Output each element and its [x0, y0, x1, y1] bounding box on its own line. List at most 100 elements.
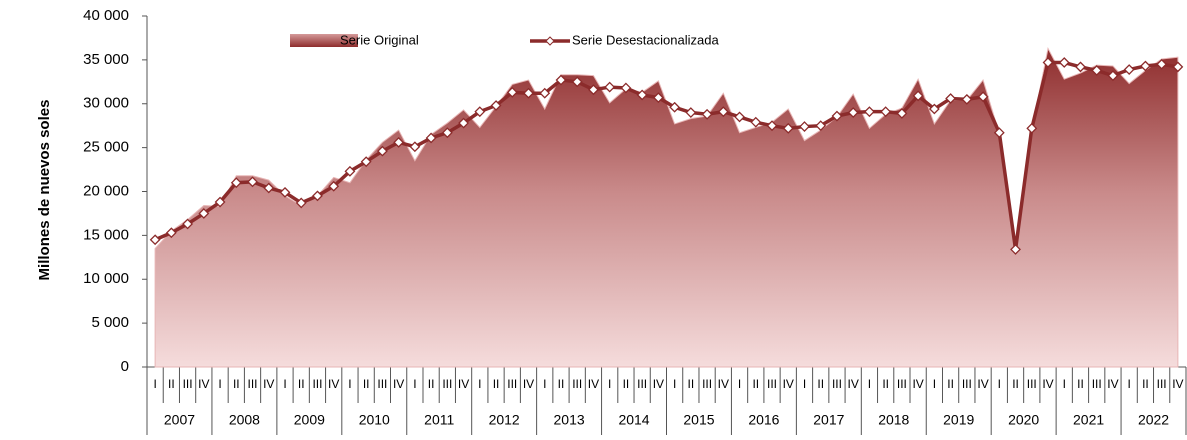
x-tick-label: IV — [328, 377, 339, 391]
marker — [247, 176, 258, 188]
x-tick-label: I — [348, 377, 351, 391]
x-tick-label: II — [1142, 377, 1149, 391]
x-tick-label: III — [1157, 377, 1167, 391]
x-tick-label: II — [688, 377, 695, 391]
marker — [912, 90, 924, 102]
marker — [263, 182, 275, 194]
marker — [1075, 61, 1086, 73]
marker — [701, 108, 713, 120]
x-tick-label: IV — [977, 377, 988, 391]
marker — [1058, 57, 1070, 68]
marker — [182, 218, 194, 230]
x-tick-label: III — [767, 377, 777, 391]
x-tick-label: III — [442, 377, 452, 391]
x-tick-label: I — [933, 377, 936, 391]
year-label: 2020 — [1008, 412, 1039, 428]
marker — [831, 110, 843, 122]
marker — [782, 122, 794, 134]
year-label: 2018 — [878, 412, 909, 428]
x-tick-label: I — [543, 377, 546, 391]
y-tick-label: 40 000 — [83, 7, 129, 24]
x-tick-label: II — [493, 377, 500, 391]
y-tick-label: 35 000 — [83, 51, 129, 68]
x-tick-label: III — [1027, 377, 1037, 391]
x-tick-label: II — [623, 377, 630, 391]
legend-label: Serie Desestacionalizada — [572, 32, 719, 47]
x-tick-label: I — [413, 377, 416, 391]
x-tick-label: III — [248, 377, 258, 391]
marker — [1010, 243, 1021, 255]
marker — [230, 177, 242, 189]
y-tick-label: 5 000 — [91, 314, 129, 331]
x-tick-label: IV — [458, 377, 469, 391]
marker — [1107, 70, 1119, 82]
x-tick-label: IV — [848, 377, 859, 391]
marker — [620, 82, 632, 94]
marker — [165, 227, 177, 239]
marker — [523, 87, 534, 99]
y-tick-label: 0 — [121, 358, 129, 375]
marker — [588, 84, 599, 96]
year-label: 2009 — [294, 412, 325, 428]
marker — [198, 208, 210, 219]
y-tick-label: 15 000 — [83, 226, 129, 243]
year-label: 2007 — [164, 412, 195, 428]
marker — [149, 234, 161, 246]
x-tick-label: III — [312, 377, 322, 391]
x-tick-label: I — [998, 377, 1001, 391]
year-label: 2010 — [359, 412, 390, 428]
marker — [409, 141, 421, 153]
x-tick-label: II — [817, 377, 824, 391]
marker — [864, 106, 875, 118]
marker — [847, 107, 859, 118]
x-tick-label: IV — [1107, 377, 1118, 391]
x-tick-label: IV — [263, 377, 274, 391]
marker — [1123, 64, 1135, 75]
marker — [766, 120, 778, 132]
x-tick-label: I — [673, 377, 676, 391]
marker — [490, 100, 502, 111]
marker — [896, 107, 908, 119]
x-tick-label: II — [1012, 377, 1019, 391]
marker — [1172, 61, 1184, 73]
marker — [376, 145, 388, 157]
x-tick-label: IV — [1172, 377, 1183, 391]
marker — [734, 111, 745, 123]
y-tick-label: 10 000 — [83, 270, 129, 287]
marker — [750, 116, 762, 128]
x-tick-label: III — [897, 377, 907, 391]
x-tick-label: IV — [783, 377, 794, 391]
marker — [312, 190, 323, 202]
x-tick-label: I — [1063, 377, 1066, 391]
x-tick-label: I — [478, 377, 481, 391]
x-tick-label: IV — [523, 377, 534, 391]
y-tick-label: 30 000 — [83, 95, 129, 112]
marker — [506, 86, 518, 98]
marker — [1091, 64, 1103, 76]
legend-label: Serie Original — [340, 32, 419, 47]
x-tick-label: III — [572, 377, 582, 391]
x-tick-label: II — [1077, 377, 1084, 391]
x-tick-label: I — [738, 377, 741, 391]
x-tick-label: I — [283, 377, 286, 391]
x-tick-label: III — [183, 377, 193, 391]
marker — [344, 165, 356, 177]
marker — [669, 101, 681, 113]
marker — [993, 127, 1005, 139]
x-tick-label: III — [1092, 377, 1102, 391]
year-label: 2022 — [1138, 412, 1169, 428]
year-label: 2014 — [618, 412, 649, 428]
x-tick-label: IV — [653, 377, 664, 391]
marker — [393, 136, 405, 148]
x-tick-label: I — [1128, 377, 1131, 391]
marker — [425, 132, 437, 144]
marker — [441, 127, 453, 139]
x-tick-label: II — [947, 377, 954, 391]
marker — [328, 180, 340, 192]
marker — [961, 93, 973, 105]
marker — [1042, 57, 1054, 68]
y-tick-label: 25 000 — [83, 139, 129, 156]
marker — [1156, 58, 1168, 70]
marker — [571, 76, 583, 88]
